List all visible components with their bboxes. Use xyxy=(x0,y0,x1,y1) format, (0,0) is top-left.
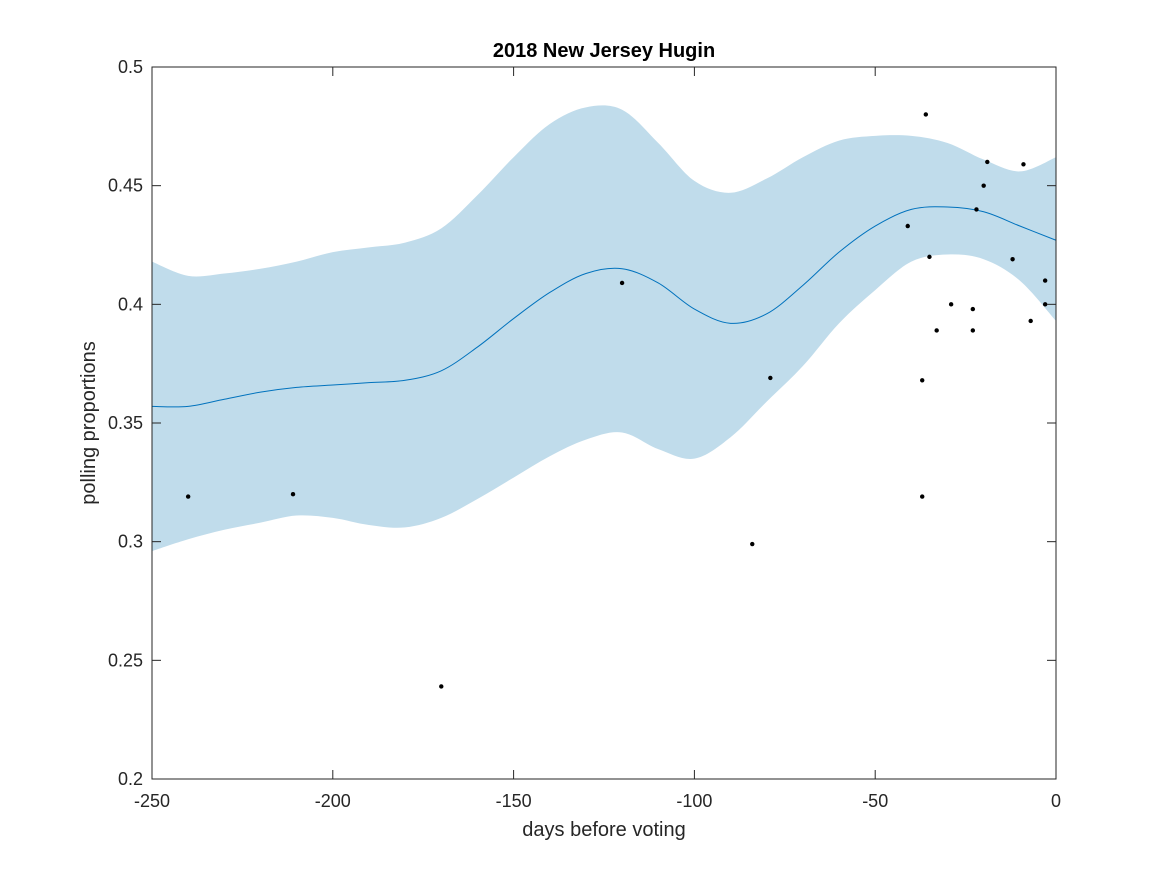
data-point xyxy=(1042,302,1048,307)
data-point xyxy=(185,494,191,499)
data-point xyxy=(985,159,990,165)
x-tick-label: -200 xyxy=(315,791,351,811)
trend-line xyxy=(151,206,1057,408)
data-point xyxy=(750,541,755,547)
data-point xyxy=(1010,257,1015,262)
data-point xyxy=(768,375,773,381)
data-point xyxy=(974,207,979,212)
confidence-band xyxy=(152,105,1056,552)
plot-area xyxy=(151,66,1057,780)
y-tick-label: 0.3 xyxy=(118,532,143,552)
data-point xyxy=(970,328,976,333)
y-tick-label: 0.25 xyxy=(108,650,143,670)
chart-title: 2018 New Jersey Hugin xyxy=(493,40,715,62)
data-point xyxy=(920,378,925,383)
tick-marks xyxy=(151,66,1057,780)
data-point xyxy=(948,302,954,307)
y-tick-label: 0.4 xyxy=(118,294,143,314)
y-tick-label: 0.2 xyxy=(118,769,143,789)
y-tick-label: 0.35 xyxy=(108,413,143,433)
x-axis-label: days before voting xyxy=(522,819,685,841)
data-point xyxy=(439,684,444,689)
y-tick-label: 0.5 xyxy=(118,57,143,77)
x-tick-label: -100 xyxy=(676,791,712,811)
data-point xyxy=(1021,162,1026,167)
data-point xyxy=(934,328,939,333)
data-point xyxy=(905,223,910,229)
data-point xyxy=(1028,318,1033,324)
data-point xyxy=(1042,278,1048,283)
y-axis-label: polling proportions xyxy=(78,341,100,504)
x-tick-label: -250 xyxy=(134,791,170,811)
data-point xyxy=(920,494,925,499)
data-point xyxy=(981,183,986,188)
data-point xyxy=(619,280,625,286)
y-tick-label: 0.45 xyxy=(108,176,143,196)
x-tick-label: 0 xyxy=(1051,791,1061,811)
x-tick-label: -50 xyxy=(862,791,888,811)
y-tick-labels: 0.2 0.25 0.3 0.35 0.4 0.45 0.5 xyxy=(108,57,143,789)
data-point xyxy=(927,254,932,260)
data-point xyxy=(290,492,296,497)
x-tick-label: -150 xyxy=(496,791,532,811)
data-point xyxy=(970,306,976,312)
data-point xyxy=(923,112,929,117)
data-points xyxy=(185,112,1048,689)
x-tick-labels: -250 -200 -150 -100 -50 0 xyxy=(134,791,1061,811)
